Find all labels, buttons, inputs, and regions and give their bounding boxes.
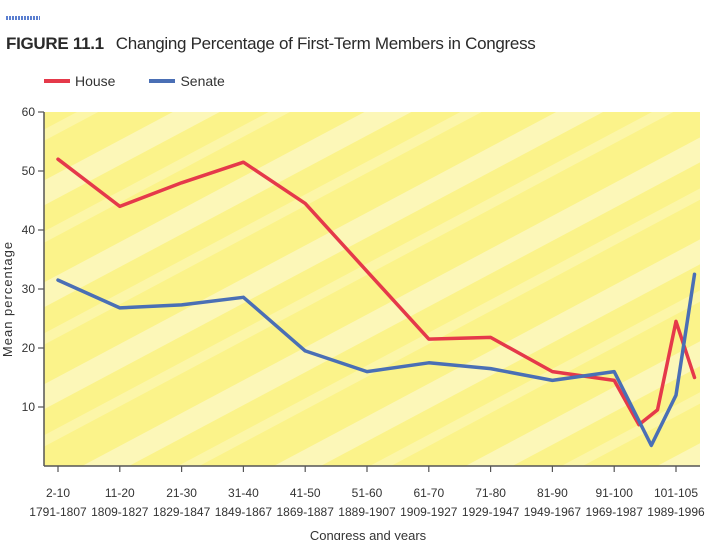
chart-title: Changing Percentage of First-Term Member…	[115, 34, 536, 53]
x-tick-label-congress: 101-105	[654, 486, 698, 500]
x-tick-label-congress: 91-100	[596, 486, 634, 500]
x-tick-label-years: 1969-1987	[586, 505, 644, 519]
x-axis-title: Congress and years	[310, 528, 427, 540]
x-tick-label-years: 1849-1867	[215, 505, 273, 519]
legend-swatch-senate	[149, 79, 176, 83]
y-axis: 10 20 30 40 50 60	[22, 105, 45, 466]
y-tick-label: 20	[22, 341, 36, 355]
y-tick-label: 30	[22, 282, 36, 296]
x-tick-label-years: 1889-1907	[338, 505, 396, 519]
x-tick-label-congress: 31-40	[228, 486, 259, 500]
x-tick-label-congress: 11-20	[105, 486, 135, 500]
y-tick-label: 50	[22, 164, 36, 178]
series-layer	[56, 157, 697, 448]
x-tick-label-years: 1929-1947	[462, 505, 520, 519]
x-tick-label-years: 1791-1807	[29, 505, 87, 519]
x-tick-label-years: 1869-1887	[277, 505, 335, 519]
x-tick-label-congress: 71-80	[475, 486, 506, 500]
x-axis: 2-10 1791-1807 11-20 1809-1827 21-30 1829-184…	[29, 465, 705, 519]
figure-title: FIGURE 11.1 Changing Percentage of First-…	[6, 34, 536, 54]
legend-label-senate: Senate	[180, 73, 225, 89]
x-tick-label-years: 1829-1847	[153, 505, 211, 519]
plot-background	[44, 112, 700, 466]
decorative-mark	[6, 16, 40, 20]
x-tick-label-congress: 2-10	[46, 486, 70, 500]
series-line-house	[56, 157, 697, 427]
legend-item-senate: Senate	[149, 73, 225, 89]
figure-label: FIGURE 11.1	[6, 34, 104, 53]
legend-label-house: House	[75, 73, 116, 89]
legend-item-house: House	[44, 73, 115, 89]
x-tick-label-years: 1989-1996	[647, 505, 705, 519]
x-tick-label-congress: 51-60	[352, 486, 383, 500]
y-tick-label: 40	[22, 223, 36, 237]
x-tick-label-years: 1909-1927	[400, 505, 458, 519]
x-tick-label-congress: 21-30	[166, 486, 197, 500]
x-tick-label-years: 1809-1827	[91, 505, 149, 519]
series-line-senate	[56, 272, 697, 448]
legend: House Senate	[44, 73, 225, 89]
x-tick-label-congress: 41-50	[290, 486, 321, 500]
x-tick-label-years: 1949-1967	[524, 505, 582, 519]
x-tick-label-congress: 61-70	[413, 486, 444, 500]
y-axis-title: Mean percentage	[0, 241, 15, 357]
y-tick-label: 10	[22, 400, 36, 414]
x-tick-label-congress: 81-90	[537, 486, 568, 500]
legend-swatch-house	[44, 79, 70, 83]
y-tick-label: 60	[22, 105, 36, 119]
